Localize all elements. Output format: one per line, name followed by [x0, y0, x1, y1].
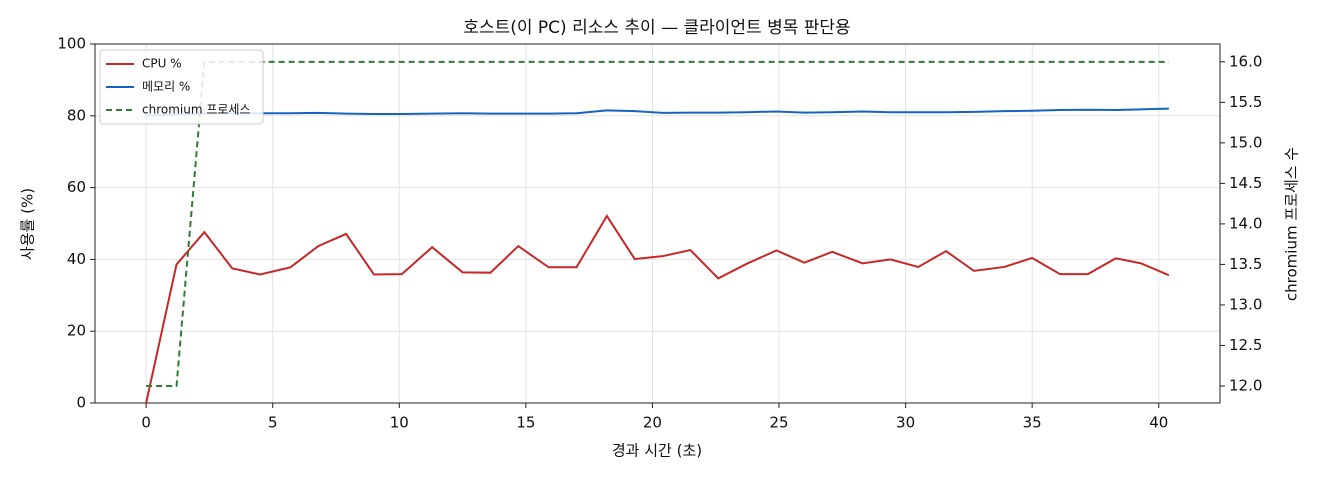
y2-tick-label: 15.0 [1229, 133, 1262, 151]
y2-tick-label: 13.0 [1229, 295, 1262, 313]
x-tick-label: 10 [390, 414, 409, 432]
x-tick-label: 35 [1023, 414, 1042, 432]
x-tick-label: 25 [769, 414, 788, 432]
y-tick-label: 40 [67, 250, 86, 268]
x-tick-label: 20 [643, 414, 662, 432]
chart-title: 호스트(이 PC) 리소스 추이 — 클라이언트 병목 판단용 [463, 18, 850, 38]
series-line [146, 60, 1169, 387]
y-tick-label: 80 [67, 106, 86, 124]
y2-tick-label: 16.0 [1229, 52, 1262, 70]
y2-tick-label: 14.0 [1229, 214, 1262, 232]
legend-label: CPU % [142, 57, 182, 71]
x-tick-label: 5 [268, 414, 278, 432]
x-tick-label: 40 [1149, 414, 1168, 432]
legend-label: 메모리 % [142, 80, 190, 94]
legend-box [99, 49, 264, 125]
y2-axis-label: chromium 프로세스 수 [1283, 147, 1301, 301]
x-tick-label: 0 [141, 414, 151, 432]
y2-tick-label: 12.5 [1229, 336, 1262, 354]
legend-label: chromium 프로세스 [142, 103, 251, 117]
y2-tick-label: 15.5 [1229, 93, 1262, 111]
series-line [146, 107, 1169, 117]
series-line [145, 214, 1170, 404]
y2-tick-label: 13.5 [1229, 255, 1262, 273]
x-tick-label: 15 [516, 414, 535, 432]
y-tick-label: 20 [67, 322, 86, 340]
x-tick-label: 30 [896, 414, 915, 432]
y-tick-label: 60 [67, 178, 86, 196]
x-axis-label: 경과 시간 (초) [612, 442, 702, 460]
y-axis-label: 사용률 (%) [19, 188, 37, 260]
y-tick-label: 0 [76, 394, 86, 412]
y-tick-label: 100 [57, 35, 86, 53]
y2-tick-label: 12.0 [1229, 376, 1262, 394]
y2-tick-label: 14.5 [1229, 174, 1262, 192]
plot-frame [94, 43, 1221, 404]
